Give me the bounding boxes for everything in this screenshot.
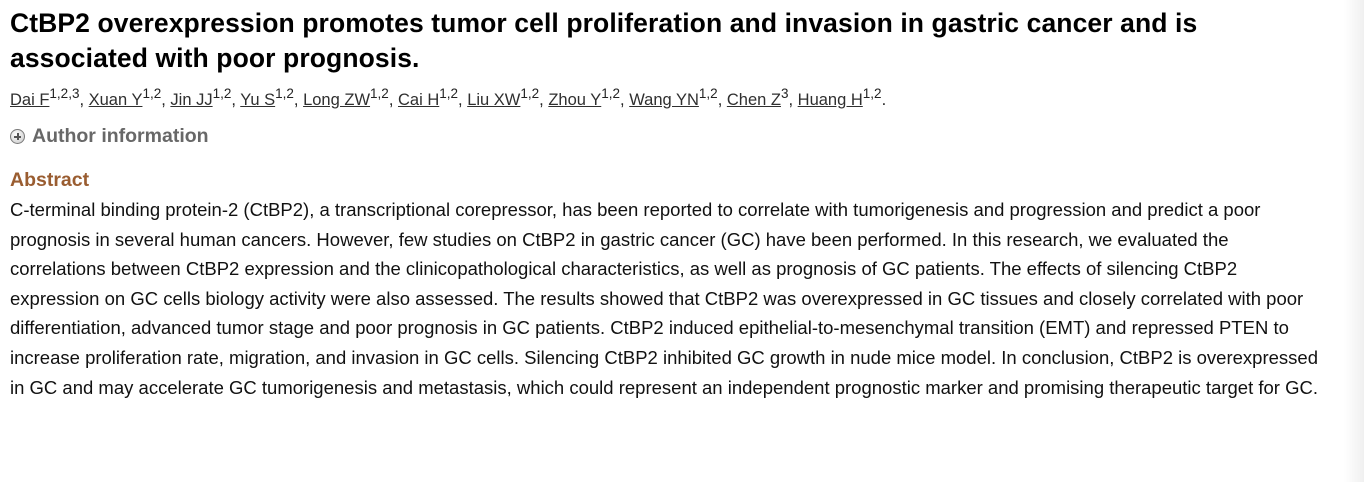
author-link[interactable]: Chen Z xyxy=(726,91,781,109)
author-list: Dai F1,2,3, Xuan Y1,2, Jin JJ1,2, Yu S1,… xyxy=(10,85,887,109)
plus-circle-icon[interactable] xyxy=(10,129,25,144)
author-affiliation: 1,2 xyxy=(439,85,459,101)
author-affiliation: 1,2 xyxy=(601,85,621,101)
author-affiliation: 1,2,3 xyxy=(49,85,80,101)
author-link[interactable]: Jin JJ xyxy=(170,91,213,109)
article-title: CtBP2 overexpression promotes tumor cell… xyxy=(10,8,1198,73)
author-affiliation: 1,2 xyxy=(370,85,389,101)
author-affiliation: 1,2 xyxy=(520,85,540,101)
author-information-toggle[interactable]: Author information xyxy=(10,125,1340,148)
page-edge-shadow xyxy=(1344,0,1364,482)
author-link[interactable]: Dai F xyxy=(10,91,50,109)
author-affiliation: 1,2 xyxy=(862,85,882,101)
abstract-heading: Abstract xyxy=(10,169,90,191)
author-affiliation: 1,2 xyxy=(212,85,232,101)
author-link[interactable]: Xuan Y xyxy=(88,91,143,109)
author-link[interactable]: Zhou Y xyxy=(548,91,602,109)
author-link[interactable]: Huang H xyxy=(797,91,863,109)
author-link[interactable]: Liu XW xyxy=(467,91,521,109)
author-link[interactable]: Long ZW xyxy=(303,91,371,109)
author-affiliation: 3 xyxy=(780,85,789,101)
author-link[interactable]: Wang YN xyxy=(629,91,699,109)
author-affiliation: 1,2 xyxy=(275,85,294,101)
author-information-label[interactable]: Author information xyxy=(32,125,209,147)
abstract-text: C-terminal binding protein-2 (CtBP2), a … xyxy=(10,199,1318,398)
author-affiliation: 1,2 xyxy=(698,85,718,101)
author-link[interactable]: Yu S xyxy=(240,91,276,109)
author-affiliation: 1,2 xyxy=(142,85,162,101)
article-content: CtBP2 overexpression promotes tumor cell… xyxy=(10,6,1340,402)
author-link[interactable]: Cai H xyxy=(397,91,440,109)
